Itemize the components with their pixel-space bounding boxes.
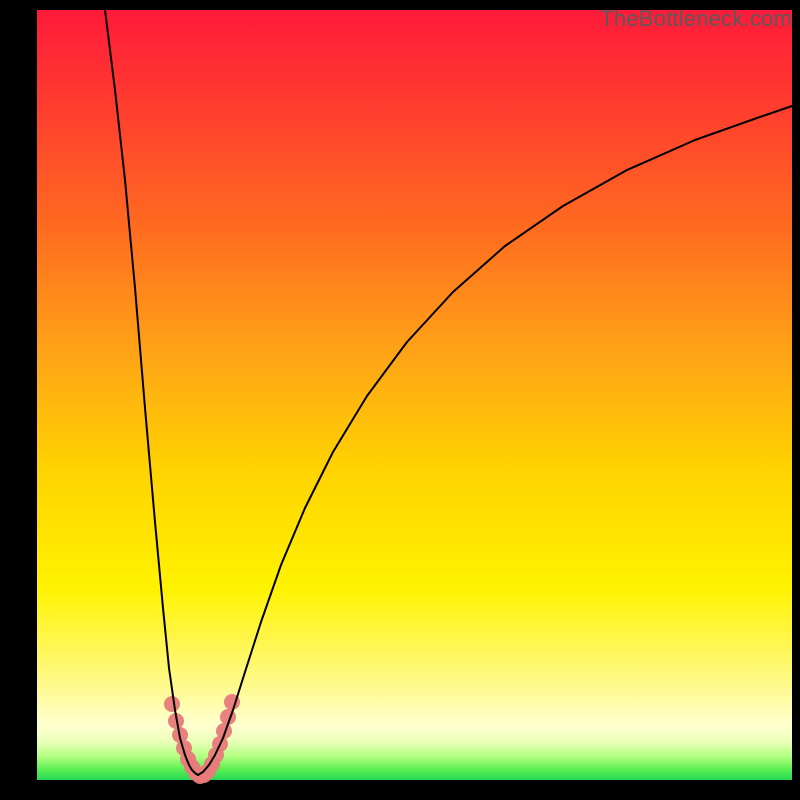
valley-marker <box>164 696 180 712</box>
chart-svg <box>37 10 792 780</box>
curve-left <box>105 10 198 775</box>
curve-right <box>198 106 792 775</box>
